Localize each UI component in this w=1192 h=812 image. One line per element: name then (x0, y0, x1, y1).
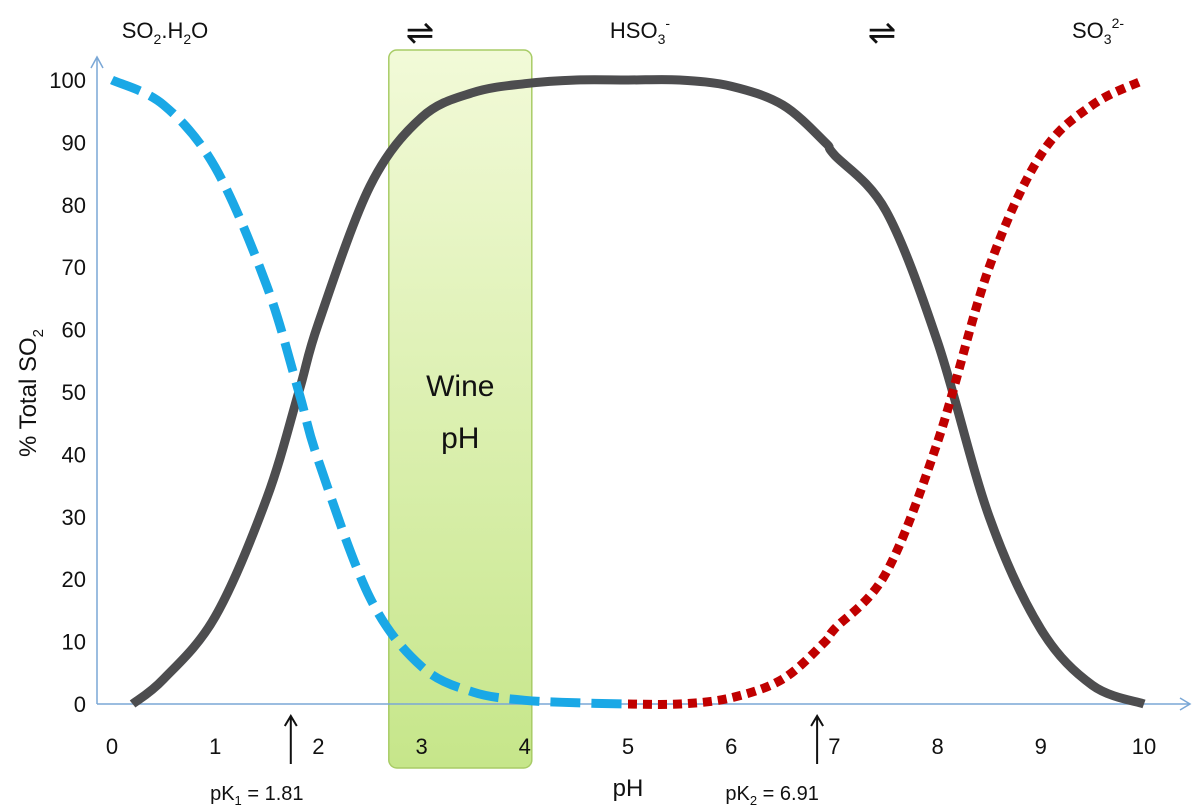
y-axis-title-sub: 2 (30, 329, 47, 337)
wine-band-label-line1: Wine (426, 370, 494, 403)
x-tick-label: 2 (312, 734, 324, 759)
x-tick-label: 10 (1132, 734, 1156, 759)
y-tick-label: 60 (62, 318, 86, 343)
series-line-so3 (627, 75, 1146, 709)
species-hso3-sup: - (665, 15, 670, 31)
x-tick-label: 0 (106, 734, 118, 759)
equilibrium-arrow-icon-2: ⇌ (868, 14, 897, 52)
pk2-label: pK2 = 6.91 (725, 783, 818, 808)
x-tick-label: 9 (1035, 734, 1047, 759)
pk2-prefix: pK (725, 783, 750, 805)
species-so3-sub: 3 (1104, 31, 1112, 47)
x-axis-title: pH (613, 775, 644, 802)
pk1-value: = 1.81 (242, 783, 304, 805)
y-tick-label: 0 (74, 692, 86, 717)
pk1-prefix: pK (210, 783, 235, 805)
pk2-arrow-icon (810, 714, 824, 764)
x-tick-labels: 0 1 2 3 4 5 6 7 8 9 10 (106, 734, 1156, 759)
species-hso3-main: HSO (610, 18, 658, 43)
y-axis-title-main: % Total SO (15, 337, 42, 457)
pk1-sub: 1 (235, 793, 242, 808)
species-label-so2-h2o: SO2.H2O (122, 18, 209, 47)
wine-ph-band (388, 49, 533, 769)
equilibrium-arrow-icon-1: ⇌ (406, 14, 435, 52)
x-tick-label: 4 (519, 734, 531, 759)
x-tick-label: 3 (415, 734, 427, 759)
species-so2-main: SO (122, 18, 154, 43)
species-so2-rest: .H (161, 18, 183, 43)
species-hso3-sub: 3 (658, 31, 666, 47)
series-line-so2 (110, 75, 629, 709)
species-label-so3: SO32- (1072, 15, 1124, 47)
species-so3-main: SO (1072, 18, 1104, 43)
y-tick-label: 30 (62, 505, 86, 530)
wine-band-label-line2: pH (441, 422, 479, 455)
y-axis-title: % Total SO2 (15, 329, 47, 457)
pk1-label: pK1 = 1.81 (210, 783, 303, 808)
x-tick-label: 8 (931, 734, 943, 759)
y-tick-label: 40 (62, 442, 86, 467)
y-tick-label: 90 (62, 130, 86, 155)
species-so3-sup: 2- (1112, 15, 1125, 31)
series-line-hso3 (129, 75, 1146, 709)
pk1-arrow-icon (283, 714, 298, 764)
species-so2-rest2: O (191, 18, 208, 43)
y-axis-arrow-icon (90, 55, 104, 69)
species-so2-sub: 2 (154, 31, 162, 47)
pk2-value: = 6.91 (757, 783, 819, 805)
species-label-hso3: HSO3- (610, 15, 670, 47)
x-tick-label: 5 (622, 734, 634, 759)
x-tick-label: 7 (828, 734, 840, 759)
x-tick-label: 6 (725, 734, 737, 759)
y-tick-label: 100 (49, 68, 86, 93)
y-tick-labels: 0 10 20 30 40 50 60 70 80 90 100 (49, 68, 86, 717)
y-tick-label: 70 (62, 255, 86, 280)
y-tick-label: 10 (62, 630, 86, 655)
series-group (110, 75, 1146, 709)
pk2-sub: 2 (750, 793, 757, 808)
y-tick-label: 50 (62, 380, 86, 405)
y-tick-label: 20 (62, 567, 86, 592)
x-axis-arrow-icon (1179, 697, 1192, 711)
y-tick-label: 80 (62, 193, 86, 218)
species-so2-sub2: 2 (183, 31, 191, 47)
x-tick-label: 1 (209, 734, 221, 759)
